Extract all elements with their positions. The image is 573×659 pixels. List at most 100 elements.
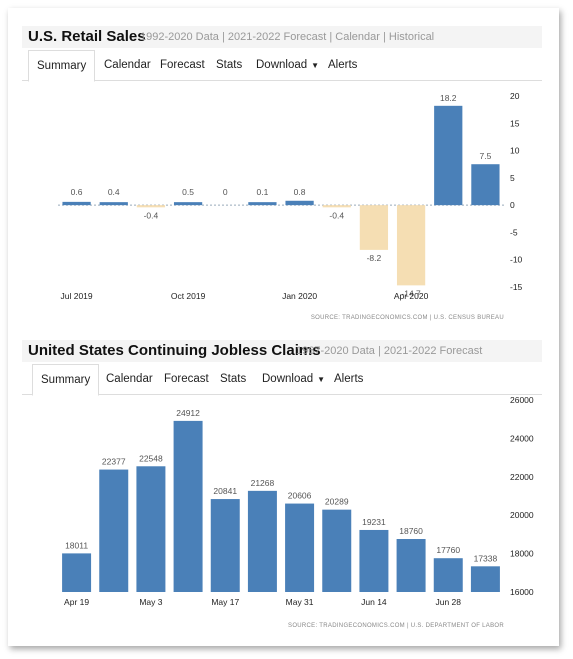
source-note: SOURCE: TRADINGECONOMICS.COM | U.S. CENS… (311, 315, 504, 321)
data-label: 19231 (362, 517, 386, 527)
y-tick-label: 10 (510, 146, 520, 156)
bar (433, 558, 463, 592)
bar (136, 466, 166, 592)
caret-down-icon: ▼ (317, 375, 326, 384)
y-tick-label: 18000 (510, 549, 534, 559)
y-tick-label: -10 (510, 255, 523, 265)
data-label: -0.4 (329, 210, 344, 220)
data-label: -8.2 (367, 253, 382, 263)
y-tick-label: -15 (510, 282, 523, 292)
tab-summary[interactable]: Summary (32, 364, 100, 396)
x-tick-label: May 3 (139, 597, 162, 607)
data-label: 0.8 (294, 187, 306, 197)
tab-alerts[interactable]: Alerts (328, 59, 358, 71)
tab-download[interactable]: Download ▼ (248, 50, 327, 80)
bar (62, 553, 92, 592)
data-label: 22548 (139, 453, 163, 463)
bar (359, 205, 389, 250)
tab-calendar[interactable]: Calendar (104, 59, 151, 71)
tab-download-label: Download (256, 59, 308, 71)
data-label: -0.4 (144, 210, 159, 220)
chart-subtitle[interactable]: 1967-2020 Data | 2021-2022 Forecast (296, 345, 483, 357)
tab-download-label: Download (262, 373, 314, 385)
tab-stats[interactable]: Stats (216, 59, 243, 71)
y-tick-label: 20000 (510, 510, 534, 520)
jobless-claims-panel: United States Continuing Jobless Claims … (22, 340, 542, 640)
data-label: 24912 (176, 408, 200, 418)
data-label: 0.1 (257, 187, 269, 197)
retail-sales-panel: U.S. Retail Sales 1992-2020 Data | 2021-… (22, 26, 542, 326)
data-label: 0.4 (108, 187, 120, 197)
bar (248, 202, 277, 206)
x-tick-label: May 31 (286, 597, 314, 607)
data-label: 17760 (436, 545, 460, 555)
jobless-claims-chart: 26000 24000 22000 20000 18000 16000 18011 22377… (62, 396, 534, 629)
y-tick-label: 0 (510, 200, 515, 210)
bar (359, 529, 389, 592)
bar (396, 205, 426, 286)
bar (470, 566, 500, 592)
retail-sales-tabs: Summary Calendar Forecast Stats Download… (22, 50, 542, 82)
bar (173, 202, 203, 206)
source-note: SOURCE: TRADINGECONOMICS.COM | U.S. DEPA… (288, 623, 504, 629)
bar (285, 503, 315, 592)
data-label: 18011 (65, 540, 88, 550)
jobless-claims-header: United States Continuing Jobless Claims … (22, 340, 542, 362)
x-tick-label: Jun 28 (435, 597, 461, 607)
y-tick-label: 20 (510, 91, 520, 101)
bar (434, 105, 463, 206)
jobless-claims-tabs: Summary Calendar Forecast Stats Download… (22, 364, 542, 396)
chart-title: U.S. Retail Sales (28, 28, 146, 45)
data-label: 0.5 (182, 187, 194, 197)
y-tick-label: 5 (510, 173, 515, 183)
tab-download[interactable]: Download ▼ (254, 364, 333, 394)
tab-calendar[interactable]: Calendar (106, 373, 153, 385)
bar (62, 201, 91, 206)
x-tick-label: Apr 19 (64, 597, 89, 607)
retail-sales-header: U.S. Retail Sales 1992-2020 Data | 2021-… (22, 26, 542, 48)
x-tick-label: May 17 (211, 597, 239, 607)
y-tick-label: -5 (510, 227, 518, 237)
bar (247, 490, 277, 592)
chart-title: United States Continuing Jobless Claims (28, 342, 321, 359)
data-label: 20606 (288, 491, 312, 501)
bar (99, 469, 129, 592)
x-tick-label: Jan 2020 (282, 291, 317, 301)
bar (322, 509, 352, 592)
tab-stats[interactable]: Stats (220, 373, 247, 385)
data-label: 20841 (213, 486, 237, 496)
data-label: 20289 (325, 497, 349, 507)
y-tick-label: 15 (510, 118, 520, 128)
data-label: 7.5 (480, 151, 492, 161)
y-tick-label: 16000 (510, 587, 534, 597)
data-label: 18760 (399, 526, 423, 536)
data-label: 0 (223, 187, 228, 197)
data-label: 22377 (102, 457, 126, 467)
bar (285, 200, 314, 206)
bar (173, 420, 203, 592)
bar (99, 202, 128, 206)
x-tick-label: Apr 2020 (394, 291, 429, 301)
y-tick-label: 24000 (510, 433, 534, 443)
bar (322, 205, 351, 208)
tab-alerts[interactable]: Alerts (334, 373, 364, 385)
bar (396, 539, 426, 592)
bar (471, 164, 500, 206)
y-tick-label: 22000 (510, 472, 534, 482)
caret-down-icon: ▼ (311, 61, 320, 70)
data-label: 18.2 (440, 93, 457, 103)
data-label: 0.6 (71, 187, 83, 197)
x-tick-label: Jun 14 (361, 597, 387, 607)
tab-forecast[interactable]: Forecast (164, 373, 209, 385)
chart-subtitle[interactable]: 1992-2020 Data | 2021-2022 Forecast | Ca… (140, 31, 435, 43)
x-tick-label: Jul 2019 (61, 291, 93, 301)
tab-summary[interactable]: Summary (28, 50, 96, 82)
bar (136, 205, 166, 208)
data-label: -14.7 (401, 288, 421, 298)
tab-forecast[interactable]: Forecast (160, 59, 205, 71)
data-label: 17338 (474, 553, 498, 563)
y-tick-label: 26000 (510, 396, 534, 405)
data-label: 21268 (251, 478, 275, 488)
bar (210, 499, 240, 592)
x-tick-label: Oct 2019 (171, 291, 206, 301)
